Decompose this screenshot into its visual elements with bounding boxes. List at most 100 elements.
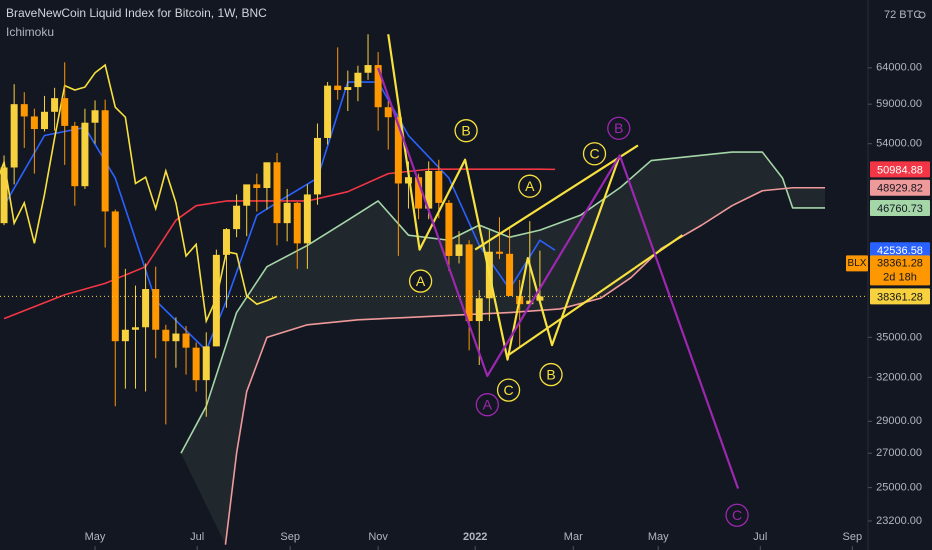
x-tick-label: 2022	[463, 531, 487, 543]
candle-body	[61, 98, 69, 126]
candle-body	[324, 85, 332, 138]
symbol-badge-bg	[846, 255, 868, 272]
wave-label-circle	[408, 269, 433, 293]
y-tick-label: 59000.00	[876, 98, 922, 110]
axis-unit-label: 72 BTC	[884, 9, 921, 21]
wave-label-circle	[582, 142, 607, 166]
candle-body	[445, 202, 453, 256]
chart-title: BraveNewCoin Liquid Index for Bitcoin, 1…	[6, 6, 267, 20]
candle-body	[20, 104, 28, 117]
wave-label: A	[525, 178, 535, 194]
candle-body	[91, 110, 99, 123]
wave-drawing	[474, 144, 639, 251]
price-badge: 42536.58	[877, 245, 923, 257]
wave-label-circle	[454, 119, 478, 143]
candle-body	[475, 298, 483, 322]
price-badge-bg	[870, 161, 930, 178]
y-tick-label: 23200.00	[876, 515, 922, 527]
candle-body	[364, 65, 372, 73]
y-tick-label: 25000.00	[876, 482, 922, 494]
x-tick-label: May	[648, 531, 669, 543]
candle-body	[222, 229, 230, 255]
cloud	[180, 152, 826, 545]
candle-body	[253, 184, 261, 189]
candle-body	[374, 65, 382, 108]
wave-label-circle	[725, 503, 749, 527]
candle-body	[425, 170, 433, 209]
y-tick-label: 64000.00	[876, 62, 922, 74]
x-tick-label: Jul	[190, 531, 204, 543]
wave-label: C	[589, 145, 599, 161]
candle-body	[465, 244, 473, 322]
price-badge-bg	[870, 179, 930, 196]
price-badge: 50984.88	[877, 164, 923, 176]
ichimoku-line	[224, 186, 826, 545]
y-tick-label: 29000.00	[876, 415, 922, 427]
wave-label-circle	[607, 116, 631, 140]
wave-label: A	[416, 273, 426, 289]
candle-body	[435, 170, 443, 203]
x-tick-label: Sep	[843, 531, 863, 543]
candle-body	[71, 125, 79, 187]
price-badge-bg	[870, 242, 930, 259]
candle-body	[152, 289, 160, 330]
wave-label: A	[483, 396, 493, 412]
y-tick-label: 54000.00	[876, 138, 922, 150]
candle-body	[101, 110, 109, 212]
candle-body	[495, 251, 503, 254]
candle-body	[233, 205, 241, 230]
candle-body	[313, 137, 321, 195]
candle-body	[354, 72, 362, 88]
last-price-badge: 38361.28	[877, 291, 923, 303]
wave-label: B	[546, 366, 555, 382]
y-tick-label: 32000.00	[876, 371, 922, 383]
candle-body	[263, 162, 271, 189]
wave-label-circle	[539, 362, 563, 387]
wave-drawing	[387, 34, 621, 361]
lagging-span	[0, 63, 278, 324]
candle-body	[455, 244, 463, 256]
candle-body	[0, 167, 8, 224]
wave-drawing	[506, 234, 684, 357]
candle-body	[506, 253, 514, 296]
candle-body	[344, 87, 352, 91]
x-tick-label: Sep	[280, 531, 300, 543]
candle-body	[303, 194, 311, 244]
wave-label-circle	[496, 378, 521, 402]
wave-label-circle	[518, 174, 542, 198]
x-tick-label: Jul	[753, 531, 767, 543]
candle-body	[162, 329, 170, 342]
candle-body	[81, 122, 89, 187]
candle-body	[30, 116, 38, 130]
candle-body	[192, 347, 200, 381]
candle-body	[394, 117, 402, 184]
candle-body	[283, 202, 291, 224]
candle-body	[51, 98, 59, 112]
price-axis: 64000.00 59000.00 54000.00 35000.00 32000.00…	[868, 62, 930, 527]
candle-body	[182, 333, 190, 348]
candle-body	[526, 300, 534, 305]
last-price-badge-bg	[870, 288, 930, 305]
price-badge: 48929.82	[877, 183, 923, 195]
candle-body	[243, 184, 251, 206]
countdown-price: 38361.28	[877, 257, 923, 269]
y-tick-label: 35000.00	[876, 331, 922, 343]
candle-body	[40, 111, 48, 130]
wave-drawing	[377, 67, 740, 489]
price-badge: 46760.73	[877, 203, 923, 215]
wave-label-circle	[475, 393, 499, 417]
wave-label: B	[461, 122, 470, 138]
x-tick-label: Nov	[368, 531, 388, 543]
x-tick-label: May	[85, 531, 106, 543]
wave-label: C	[504, 382, 514, 398]
wave-label: B	[614, 120, 623, 136]
candle-body	[172, 333, 180, 342]
candle-body	[334, 85, 342, 91]
candle-body	[293, 202, 301, 244]
candle-body	[121, 329, 129, 342]
candle-body	[131, 327, 139, 330]
candle-body	[111, 211, 119, 342]
